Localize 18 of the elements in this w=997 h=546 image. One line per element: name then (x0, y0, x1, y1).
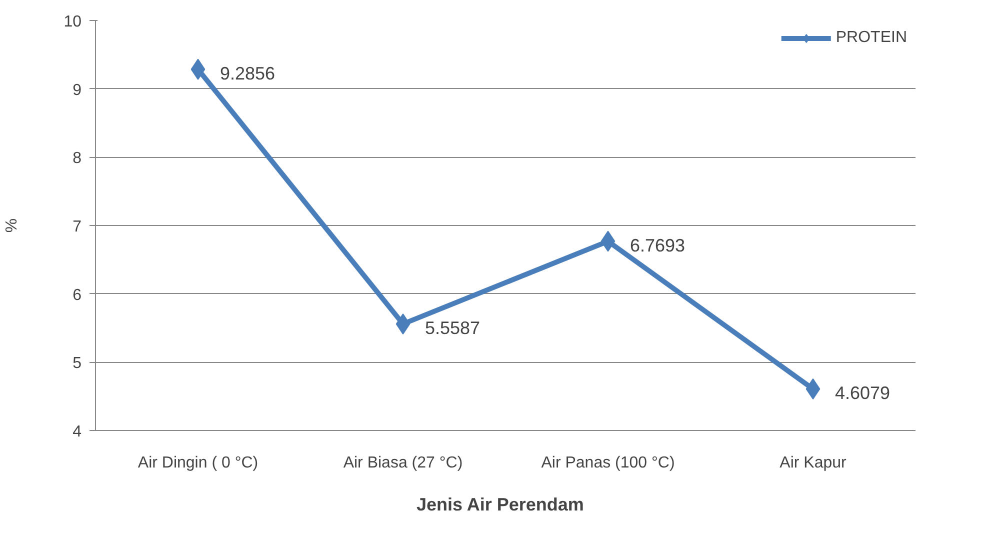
y-tick-label: 9 (72, 82, 82, 99)
legend-label: PROTEIN (836, 29, 907, 47)
y-tick-label: 8 (72, 150, 82, 168)
x-tick-label: Air Biasa (27 °C) (343, 454, 463, 472)
x-tick-label: Air Kapur (780, 454, 848, 472)
data-label: 5.5587 (425, 318, 480, 338)
data-label: 6.7693 (630, 235, 686, 256)
x-tick-label: Air Panas (100 °C) (541, 454, 675, 472)
y-tick-label: 6 (72, 286, 82, 304)
x-axis-title: Jenis Air Perendam (416, 494, 584, 514)
y-tick-label: 4 (72, 424, 82, 440)
y-tick-label: 5 (72, 355, 82, 372)
y-axis-title: % (4, 218, 21, 233)
data-label: 4.6079 (835, 382, 890, 403)
y-tick-label: 10 (64, 14, 82, 30)
y-tick-label: 7 (72, 218, 82, 236)
data-label: 9.2856 (220, 63, 276, 84)
x-tick-label: Air Dingin ( 0 °C) (138, 454, 258, 472)
